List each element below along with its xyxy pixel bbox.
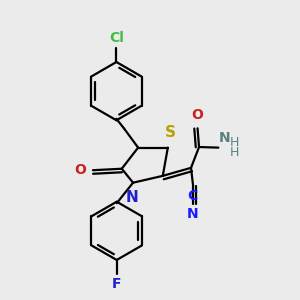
Text: F: F (112, 277, 122, 291)
Text: H: H (230, 136, 240, 149)
Text: N: N (125, 190, 138, 205)
Text: S: S (165, 125, 176, 140)
Text: N: N (219, 131, 231, 145)
Text: H: H (230, 146, 240, 160)
Text: O: O (192, 108, 203, 122)
Text: C: C (188, 189, 198, 202)
Text: O: O (74, 163, 86, 177)
Text: N: N (187, 207, 198, 221)
Text: Cl: Cl (109, 31, 124, 45)
